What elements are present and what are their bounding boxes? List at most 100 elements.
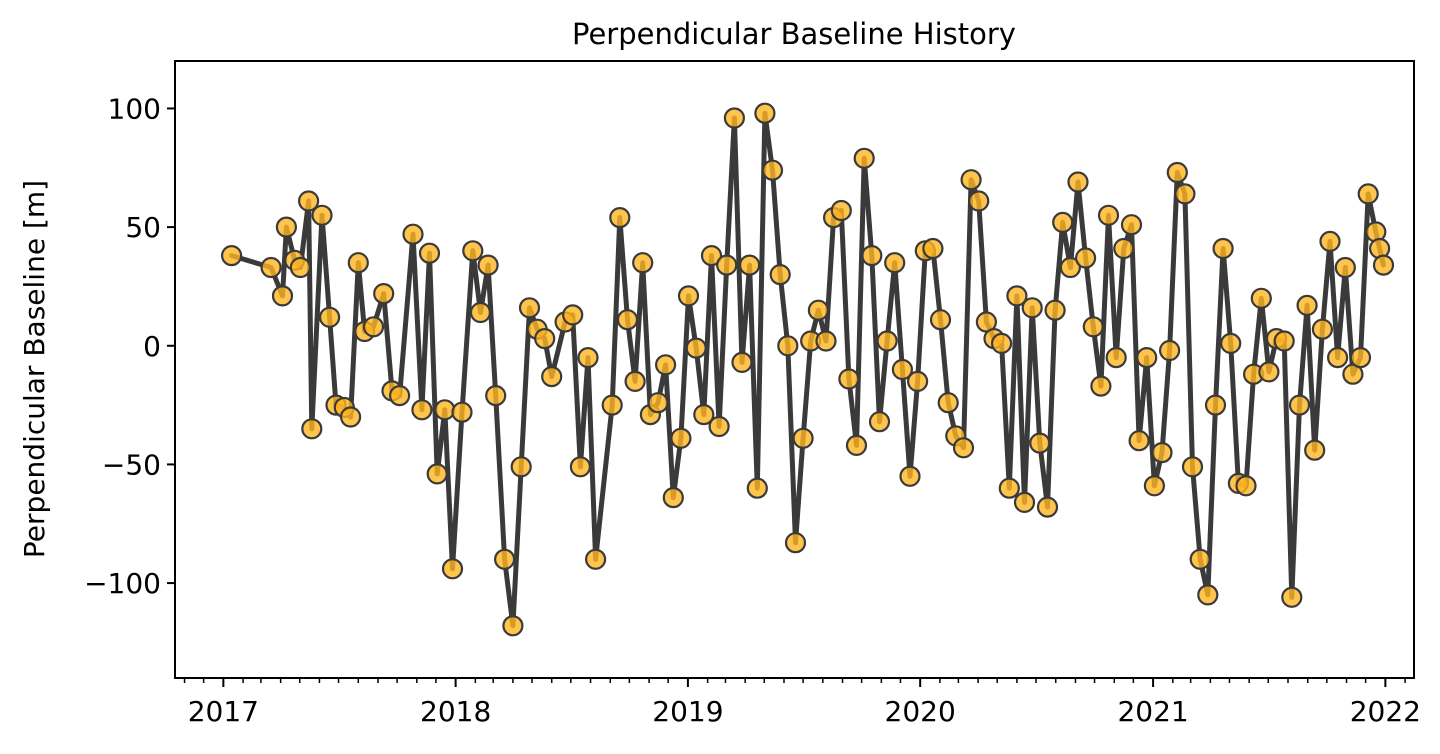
data-point bbox=[1204, 394, 1227, 416]
data-point bbox=[968, 190, 990, 212]
data-point bbox=[906, 370, 929, 392]
data-point bbox=[1074, 247, 1097, 269]
data-point bbox=[884, 252, 906, 274]
data-point bbox=[502, 615, 524, 637]
data-point bbox=[830, 199, 852, 222]
data-point bbox=[876, 330, 898, 352]
data-point bbox=[1143, 475, 1166, 497]
data-point bbox=[647, 392, 669, 414]
data-point bbox=[609, 207, 631, 229]
data-point bbox=[899, 465, 921, 487]
series-line bbox=[229, 110, 1386, 629]
data-point bbox=[1036, 496, 1059, 518]
y-tick-label: −50 bbox=[102, 448, 161, 481]
chart-title: Perpendicular Baseline History bbox=[572, 17, 1016, 51]
data-point bbox=[1052, 211, 1074, 233]
data-point bbox=[1136, 347, 1158, 369]
data-point bbox=[998, 477, 1020, 499]
data-point bbox=[1273, 330, 1295, 352]
x-tick-label: 2022 bbox=[1350, 695, 1421, 728]
data-point bbox=[340, 406, 362, 428]
data-point bbox=[815, 330, 837, 352]
data-point bbox=[418, 242, 441, 264]
data-point bbox=[1105, 347, 1127, 369]
data-point bbox=[738, 254, 761, 276]
data-point bbox=[891, 358, 914, 381]
data-point bbox=[861, 245, 883, 267]
data-point bbox=[221, 245, 243, 267]
data-point bbox=[1097, 204, 1120, 226]
data-point bbox=[562, 304, 584, 326]
x-tick-label: 2020 bbox=[885, 695, 956, 728]
data-point bbox=[723, 107, 746, 129]
data-point bbox=[494, 548, 516, 570]
data-point bbox=[990, 332, 1013, 354]
data-point bbox=[584, 548, 607, 570]
data-point bbox=[1067, 171, 1089, 193]
data-point bbox=[311, 204, 333, 226]
data-point bbox=[1304, 439, 1326, 461]
data-point bbox=[952, 437, 975, 459]
data-point bbox=[761, 159, 784, 181]
data-point bbox=[1029, 432, 1051, 454]
data-point bbox=[662, 487, 684, 509]
data-point bbox=[1311, 318, 1334, 340]
data-point bbox=[754, 102, 776, 124]
data-point bbox=[792, 427, 814, 449]
data-point bbox=[469, 301, 492, 324]
data-point bbox=[1166, 161, 1188, 184]
data-point bbox=[518, 297, 541, 319]
data-point bbox=[654, 354, 677, 376]
data-point bbox=[937, 392, 959, 414]
data-point bbox=[451, 401, 473, 423]
data-point bbox=[541, 366, 563, 388]
y-axis: 100 50 0 −50 −100 bbox=[84, 92, 175, 600]
data-point bbox=[1181, 456, 1204, 478]
data-point bbox=[1319, 230, 1341, 252]
data-point bbox=[708, 415, 730, 438]
data-point bbox=[319, 306, 341, 328]
data-point bbox=[716, 254, 738, 276]
y-tick-label: 50 bbox=[125, 211, 161, 244]
data-point bbox=[1189, 548, 1211, 570]
data-point bbox=[298, 190, 320, 212]
series-markers bbox=[221, 102, 1395, 637]
data-point bbox=[389, 385, 411, 407]
data-point bbox=[426, 463, 448, 485]
data-point bbox=[1113, 237, 1135, 260]
data-point bbox=[1021, 297, 1043, 319]
data-point bbox=[601, 394, 623, 416]
data-point bbox=[1044, 299, 1066, 321]
data-point bbox=[1349, 347, 1372, 369]
data-point bbox=[784, 532, 807, 554]
x-tick-label: 2018 bbox=[420, 695, 491, 728]
data-point bbox=[1372, 254, 1395, 276]
data-point bbox=[1334, 256, 1356, 279]
data-point bbox=[929, 309, 952, 331]
data-point bbox=[868, 411, 891, 433]
data-point bbox=[700, 245, 723, 267]
data-point bbox=[1258, 361, 1280, 383]
data-point bbox=[853, 147, 875, 169]
data-point bbox=[441, 558, 464, 580]
data-point bbox=[1250, 287, 1272, 309]
data-point bbox=[1326, 347, 1349, 369]
data-point bbox=[373, 283, 395, 305]
data-point bbox=[807, 299, 830, 321]
data-point bbox=[731, 351, 753, 373]
data-point bbox=[746, 477, 768, 499]
data-point bbox=[632, 252, 654, 274]
data-point bbox=[1059, 256, 1082, 279]
data-point bbox=[616, 309, 639, 331]
data-point bbox=[260, 256, 282, 279]
data-point bbox=[485, 385, 507, 407]
data-point bbox=[670, 427, 692, 449]
x-tick-label: 2021 bbox=[1117, 695, 1188, 728]
data-point bbox=[411, 399, 433, 421]
data-point bbox=[1212, 237, 1234, 260]
data-point bbox=[1357, 183, 1379, 205]
data-point bbox=[1296, 294, 1318, 316]
data-point bbox=[1158, 339, 1181, 362]
